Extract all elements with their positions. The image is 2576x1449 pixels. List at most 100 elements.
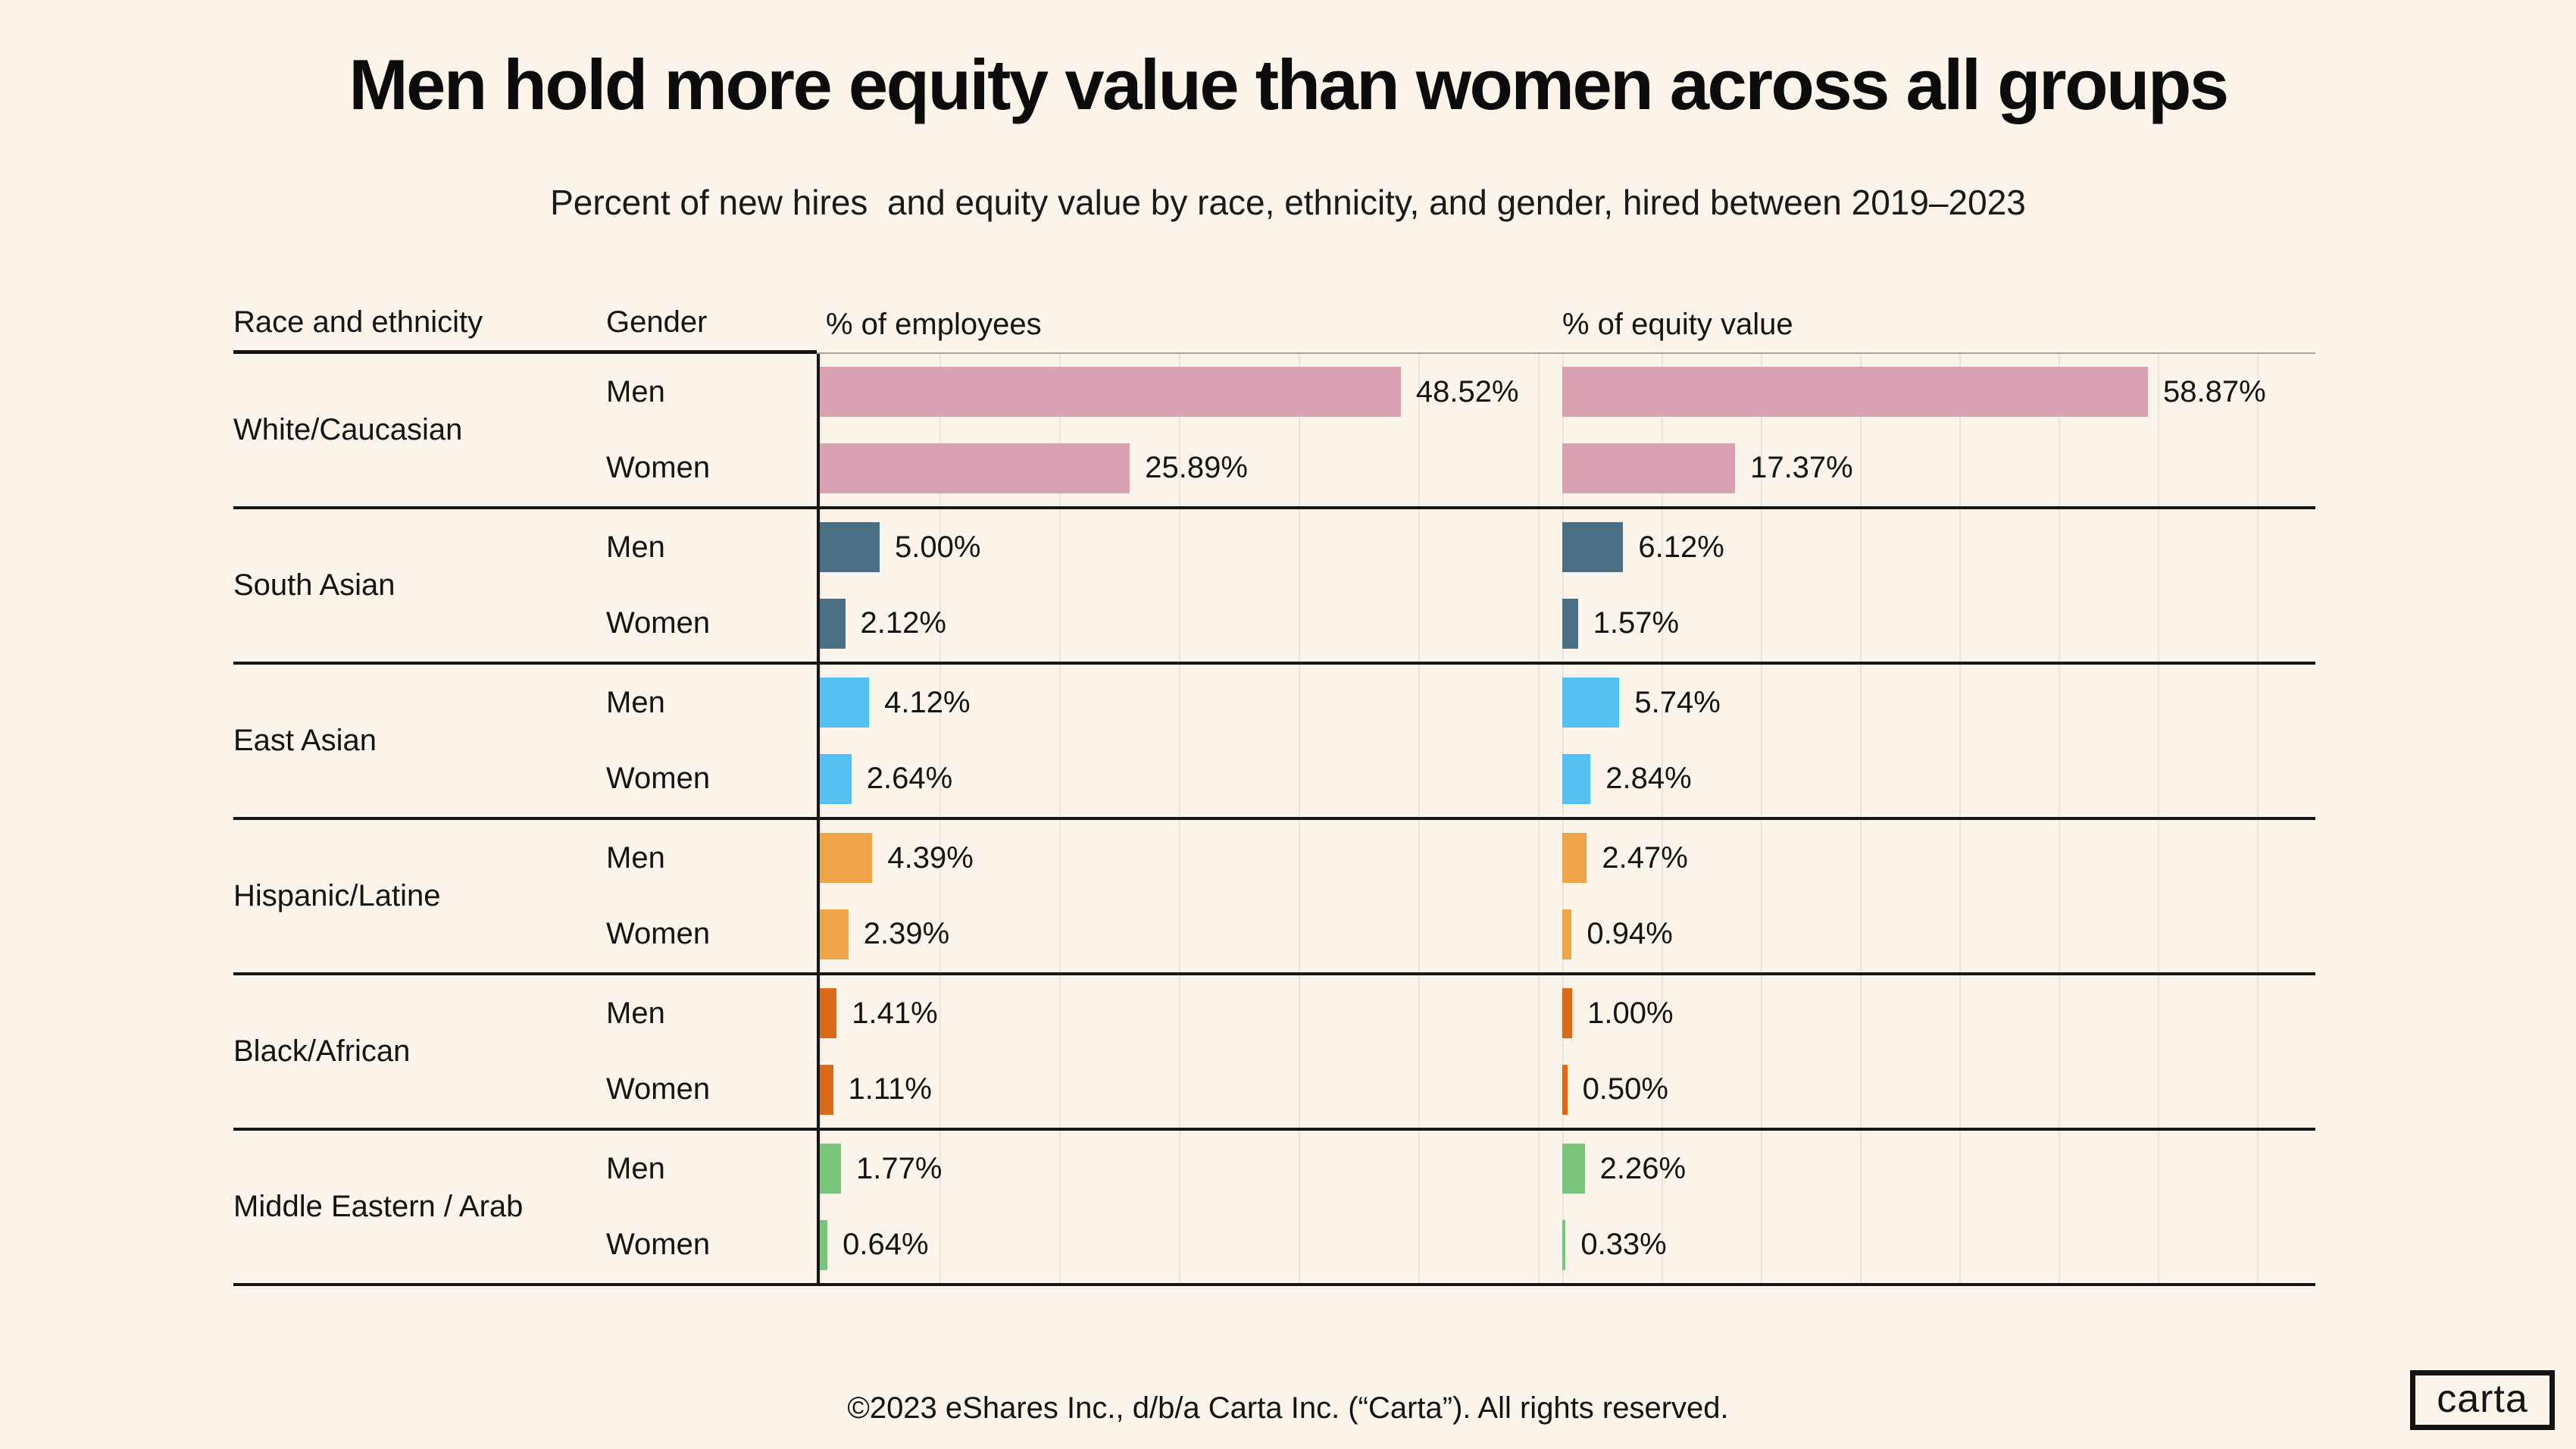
gender-label: Men [606, 996, 665, 1030]
bar-value-label: 0.94% [1587, 917, 1673, 951]
bar-value-label: 1.57% [1593, 606, 1680, 640]
gender-label: Women [606, 606, 711, 640]
bar-row: 4.12% [820, 665, 1562, 741]
bar-value-label: 0.33% [1580, 1228, 1667, 1262]
bar-row: 2.47% [1562, 820, 2315, 897]
bar-row: 1.77% [820, 1131, 1562, 1207]
gender-col: Men Women [606, 665, 817, 817]
bar-row: 58.87% [1562, 354, 2315, 430]
employees-col: 5.00% 2.12% [817, 509, 1562, 662]
bar [820, 1144, 841, 1194]
bar-row: 1.41% [820, 975, 1562, 1052]
bar [1562, 1064, 1568, 1115]
bar-row: 0.64% [820, 1207, 1562, 1284]
table-body: White/Caucasian Men Women 48.52% 25.89% 58… [233, 354, 2315, 1286]
bar-value-label: 2.12% [860, 606, 946, 640]
employees-col: 1.77% 0.64% [817, 1131, 1562, 1283]
bar [1562, 598, 1578, 649]
bar [1562, 443, 1736, 493]
employees-col: 4.12% 2.64% [817, 665, 1562, 817]
bar [820, 678, 870, 728]
bar-value-label: 5.74% [1634, 685, 1721, 719]
gender-col: Men Women [606, 820, 817, 972]
gender-col: Men Women [606, 509, 817, 662]
bar [820, 1064, 833, 1115]
bar [1562, 522, 1624, 573]
bar-row: 2.12% [820, 586, 1562, 662]
carta-logo: carta [2410, 1370, 2555, 1430]
bar-value-label: 6.12% [1638, 530, 1724, 564]
bar-row: 0.94% [1562, 897, 2315, 973]
group-section: Black/African Men Women 1.41% 1.11% 1.00% 0… [233, 975, 2315, 1131]
bar-row: 1.00% [1562, 975, 2315, 1052]
bar [1562, 909, 1572, 959]
column-header-gender: Gender [606, 292, 817, 354]
bar-value-label: 1.11% [848, 1072, 932, 1106]
bar-value-label: 0.64% [843, 1228, 929, 1262]
bar [1562, 833, 1587, 884]
bar-value-label: 0.50% [1582, 1072, 1668, 1106]
bar-row: 0.50% [1562, 1052, 2315, 1128]
bar-row: 2.26% [1562, 1131, 2315, 1207]
equity-col: 2.47% 0.94% [1562, 820, 2315, 972]
bar [1562, 988, 1573, 1039]
bar [1562, 1219, 1566, 1270]
carta-logo-text: carta [2437, 1377, 2528, 1421]
bar-value-label: 2.64% [866, 762, 953, 796]
bar-row: 2.64% [820, 741, 1562, 818]
gender-label: Women [606, 917, 711, 951]
column-header-equity: % of equity value [1562, 292, 2315, 354]
group-section: Middle Eastern / Arab Men Women 1.77% 0.64… [233, 1131, 2315, 1286]
gender-label: Men [606, 840, 665, 875]
bar-value-label: 1.41% [852, 996, 938, 1030]
footer-copyright: ©2023 eShares Inc., d/b/a Carta Inc. (“C… [847, 1391, 1729, 1425]
equity-col: 1.00% 0.50% [1562, 975, 2315, 1128]
page-title: Men hold more equity value than women ac… [349, 45, 2229, 124]
employees-col: 4.39% 2.39% [817, 820, 1562, 972]
bar-value-label: 17.37% [1750, 451, 1853, 485]
equity-col: 58.87% 17.37% [1562, 354, 2315, 506]
gender-label: Men [606, 685, 665, 719]
gender-label: Women [606, 762, 711, 796]
bar-value-label: 58.87% [2163, 374, 2266, 408]
gender-label: Men [606, 374, 665, 408]
group-section: East Asian Men Women 4.12% 2.64% 5.74% 2.84… [233, 665, 2315, 820]
group-section: Hispanic/Latine Men Women 4.39% 2.39% 2.47… [233, 820, 2315, 975]
gender-col: Men Women [606, 975, 817, 1128]
bar-row: 25.89% [820, 430, 1562, 507]
race-label: East Asian [233, 724, 377, 757]
bar [820, 988, 837, 1039]
bar-value-label: 4.39% [887, 840, 974, 875]
group-section: White/Caucasian Men Women 48.52% 25.89% 58… [233, 354, 2315, 509]
gender-label: Women [606, 1228, 711, 1262]
bar [820, 753, 852, 804]
group-section: South Asian Men Women 5.00% 2.12% 6.12% 1.5… [233, 509, 2315, 665]
gender-label: Men [606, 530, 665, 564]
bar-value-label: 2.47% [1602, 840, 1688, 875]
bar-row: 1.57% [1562, 586, 2315, 662]
bar [820, 833, 873, 884]
column-header-race: Race and ethnicity [233, 292, 606, 354]
bar [1562, 753, 1591, 804]
bar [1562, 367, 2148, 418]
bar-row: 0.33% [1562, 1207, 2315, 1284]
gender-label: Women [606, 451, 711, 485]
employees-col: 48.52% 25.89% [817, 354, 1562, 506]
race-label: Black/African [233, 1034, 411, 1068]
bar-value-label: 5.00% [895, 530, 981, 564]
bar-value-label: 1.00% [1587, 996, 1674, 1030]
bar-row: 1.11% [820, 1052, 1562, 1128]
bar [820, 443, 1130, 493]
bar-value-label: 48.52% [1415, 374, 1519, 408]
race-label: Hispanic/Latine [233, 879, 441, 912]
equity-col: 2.26% 0.33% [1562, 1131, 2315, 1283]
bar-value-label: 2.84% [1605, 762, 1692, 796]
bar-value-label: 2.26% [1599, 1151, 1687, 1185]
gender-label: Men [606, 1151, 665, 1185]
bar-row: 5.00% [820, 509, 1562, 586]
race-label: South Asian [233, 568, 395, 602]
gender-label: Women [606, 1072, 711, 1106]
bar [820, 598, 846, 649]
bar [820, 1219, 828, 1270]
race-label: Middle Eastern / Arab [233, 1190, 524, 1223]
